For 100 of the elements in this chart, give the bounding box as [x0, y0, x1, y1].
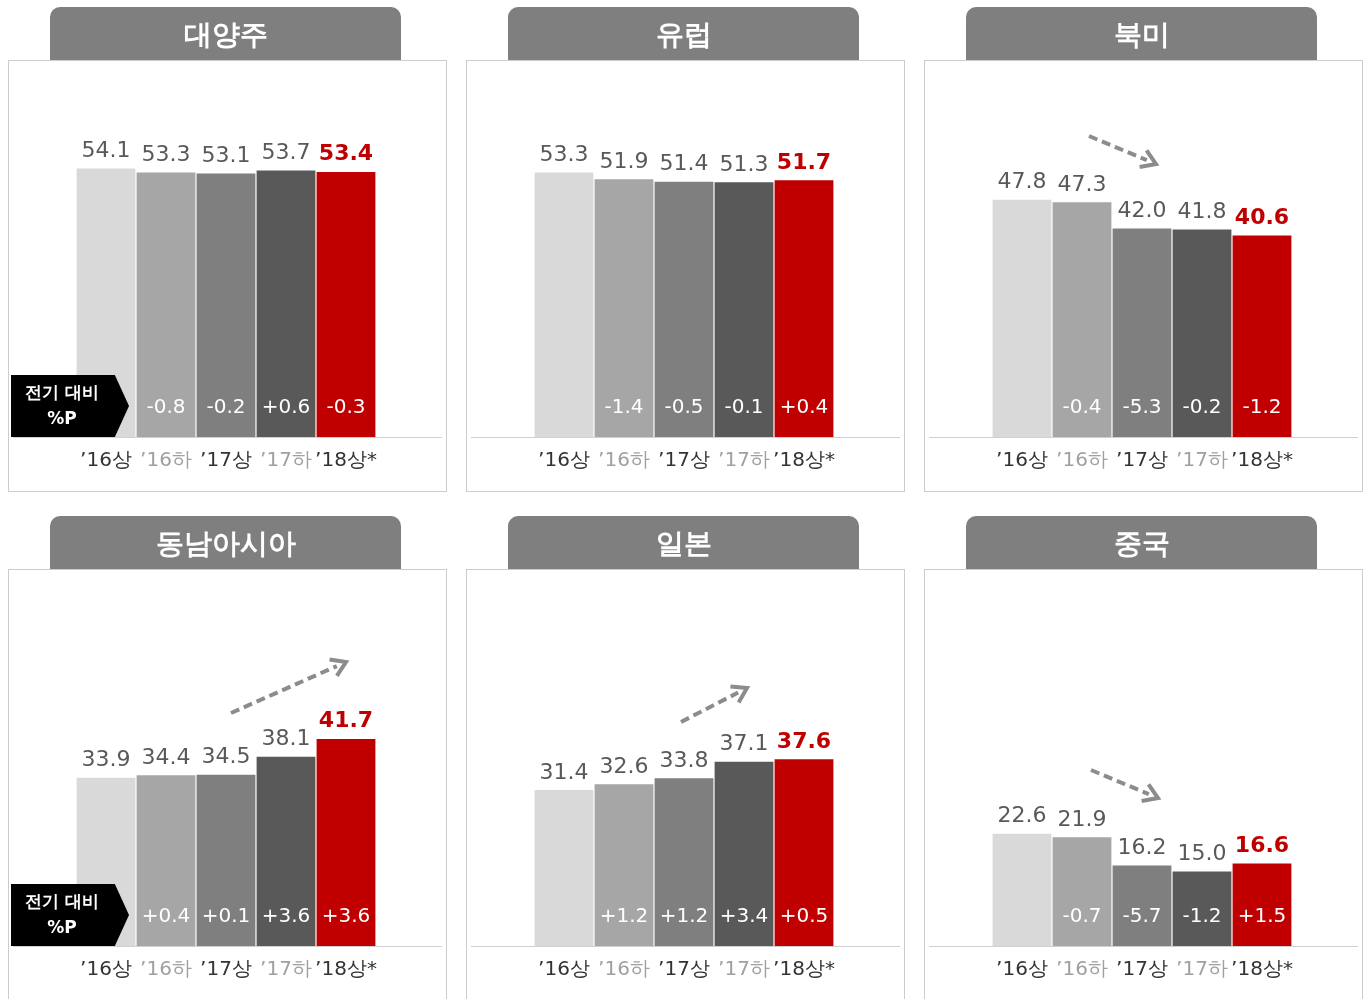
annotation: -1.2 [1182, 903, 1222, 927]
x-tick-label: ’16상 [996, 956, 1048, 980]
data-label: 15.0 [1177, 840, 1227, 866]
data-label: 32.6 [599, 752, 649, 778]
x-tick-label: ’17하 [260, 447, 312, 471]
chart-title: 북미 [966, 7, 1317, 60]
bar [136, 775, 196, 946]
annotation: 전기 대비 %P [11, 884, 129, 946]
bar [256, 756, 316, 946]
data-label: 42.0 [1117, 197, 1167, 222]
x-tick-label: ’16하 [140, 956, 192, 980]
bar [654, 181, 714, 437]
x-tick-label: ’16상 [996, 447, 1048, 471]
data-label: 33.8 [659, 746, 709, 772]
annotation: -0.5 [664, 394, 704, 418]
annotation: +0.4 [141, 903, 191, 927]
bar [1172, 871, 1232, 946]
data-label: 37.6 [776, 727, 832, 753]
x-tick-label: ’16상 [538, 956, 590, 980]
data-label: 40.6 [1234, 203, 1290, 229]
annotation: -1.4 [604, 394, 644, 418]
x-tick-label: ’17상 [200, 447, 252, 471]
annotation: -0.1 [724, 394, 764, 418]
data-label: 34.5 [201, 743, 251, 769]
data-label: 33.9 [81, 746, 131, 772]
x-tick-label: ’17상 [1116, 447, 1168, 471]
x-tick-label: ’16하 [1056, 956, 1108, 980]
bar [594, 179, 654, 437]
annotation: -0.8 [146, 394, 186, 418]
x-tick-label: ’18상* [315, 956, 377, 980]
chart-title: 중국 [966, 516, 1317, 569]
x-tick-label: ’17하 [718, 447, 770, 471]
data-label: 53.3 [539, 140, 589, 166]
annotation: +0.1 [201, 903, 251, 927]
x-tick-label: ’17하 [1176, 956, 1228, 980]
bar [1052, 202, 1112, 437]
data-label: 16.2 [1117, 834, 1167, 860]
data-label: 53.4 [318, 140, 374, 166]
data-label: 41.7 [318, 707, 374, 733]
chart-title: 대양주 [50, 7, 401, 60]
x-tick-label: ’16상 [80, 447, 132, 471]
x-tick-label: ’17하 [718, 956, 770, 980]
data-label: 51.7 [776, 148, 832, 174]
x-tick-label: ’17상 [658, 956, 710, 980]
x-tick-label: ’18상* [1231, 447, 1293, 471]
annotation: +1.2 [659, 903, 709, 927]
annotation: -5.7 [1122, 903, 1162, 927]
x-tick-label: ’18상* [1231, 956, 1293, 980]
data-label: 34.4 [141, 743, 191, 769]
annotation: +3.6 [321, 903, 371, 927]
bar [316, 738, 376, 946]
x-tick-label: ’18상* [773, 956, 835, 980]
data-label: 51.3 [719, 150, 769, 176]
x-tick-label: ’17상 [1116, 956, 1168, 980]
x-tick-label: ’17상 [200, 956, 252, 980]
x-tick-label: ’16상 [538, 447, 590, 471]
bar [1172, 229, 1232, 437]
annotation: +0.5 [779, 903, 829, 927]
annotation: +3.4 [719, 903, 769, 927]
x-tick-label: ’16하 [598, 447, 650, 471]
annotation: -1.2 [1242, 394, 1282, 418]
data-label: 37.1 [719, 730, 769, 756]
bar [1052, 837, 1112, 946]
data-label: 22.6 [997, 802, 1047, 828]
bar [196, 774, 256, 946]
annotation: +1.5 [1237, 903, 1287, 927]
x-tick-label: ’18상* [773, 447, 835, 471]
data-label: 51.4 [659, 150, 709, 176]
annotation: -5.3 [1122, 394, 1162, 418]
x-tick-label: ’17하 [260, 956, 312, 980]
annotation: -0.3 [326, 394, 366, 418]
x-tick-label: ’16하 [1056, 447, 1108, 471]
data-label: 47.8 [997, 168, 1047, 194]
data-label: 41.8 [1177, 197, 1227, 223]
x-tick-label: ’18상* [315, 447, 377, 471]
annotation: +0.6 [261, 394, 311, 418]
data-label: 31.4 [539, 758, 589, 784]
data-label: 53.3 [141, 140, 191, 166]
bar [1112, 228, 1172, 437]
annotation: 전기 대비 %P [11, 375, 129, 437]
chart-title: 유럽 [508, 7, 859, 60]
annotation: +1.2 [599, 903, 649, 927]
annotation: -0.2 [1182, 394, 1222, 418]
data-label: 54.1 [81, 136, 131, 162]
x-tick-label: ’16상 [80, 956, 132, 980]
x-tick-label: ’16하 [140, 447, 192, 471]
bar [1112, 865, 1172, 946]
annotation: -0.7 [1062, 903, 1102, 927]
bar [1232, 235, 1292, 437]
data-label: 51.9 [599, 147, 649, 173]
bar [1232, 863, 1292, 946]
data-label: 47.3 [1057, 170, 1107, 196]
data-label: 53.1 [201, 141, 251, 167]
data-label: 38.1 [261, 725, 311, 751]
bar [774, 180, 834, 437]
chart-title: 동남아시아 [50, 516, 401, 569]
bar [714, 182, 774, 437]
chart-title: 일본 [508, 516, 859, 569]
x-tick-label: ’16하 [598, 956, 650, 980]
x-tick-label: ’17하 [1176, 447, 1228, 471]
